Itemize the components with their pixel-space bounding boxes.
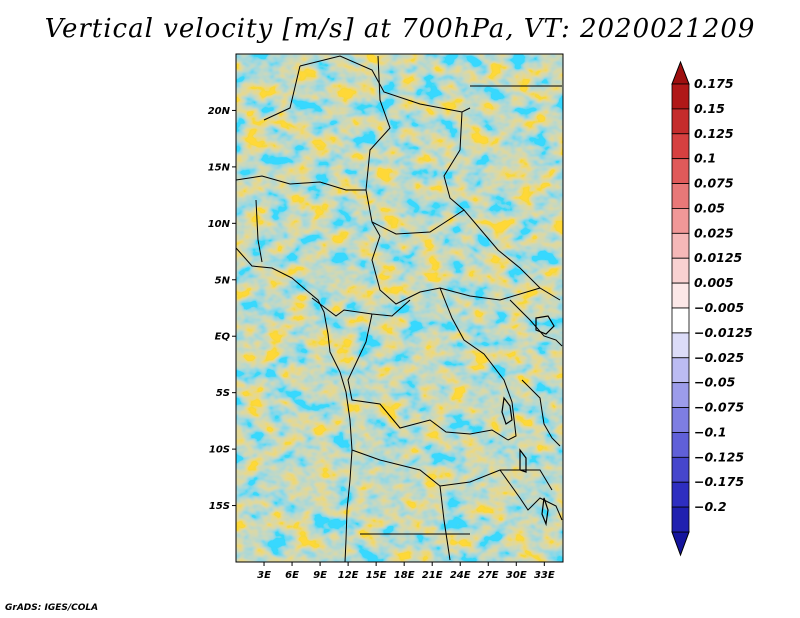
colorbar-top-arrow — [671, 60, 690, 85]
lon-tick-label: 9E — [313, 570, 327, 581]
lat-tick-label: EQ — [215, 332, 231, 343]
colorbar-bottom-arrow — [671, 531, 690, 557]
colorbar-label: 0.005 — [694, 275, 734, 290]
country-borders — [236, 55, 563, 562]
lat-tick-label: 15S — [209, 501, 230, 512]
colorbar-label: −0.125 — [694, 449, 744, 464]
coastline — [236, 247, 353, 562]
colorbar: 0.175 0.15 0.125 0.1 0.075 0.05 0.025 0.0125 0.0… — [671, 60, 753, 557]
lon-tick-label: 21E — [422, 570, 443, 581]
lon-tick-label: 27E — [478, 570, 499, 581]
colorbar-swatch — [671, 133, 690, 160]
colorbar-label: 0.05 — [694, 200, 725, 215]
lon-tick-label: 3E — [257, 570, 271, 581]
latitude-axis: 20N 15N 10N 5N EQ 5S 10S 15S — [208, 106, 236, 512]
colorbar-label: 0.125 — [694, 126, 734, 141]
colorbar-swatch — [671, 432, 690, 458]
colorbar-swatch — [671, 481, 690, 508]
longitude-axis: 3E 6E 9E 12E 15E 18E 21E 24E 27E 30E 33E — [257, 562, 555, 581]
colorbar-swatch — [671, 257, 690, 284]
lat-tick-label: 15N — [208, 162, 231, 173]
colorbar-label: 0.0125 — [694, 250, 743, 265]
colorbar-label: −0.005 — [694, 300, 744, 315]
colorbar-label: 0.175 — [694, 76, 734, 91]
colorbar-swatch — [671, 407, 690, 433]
map-title: Vertical velocity [m/s] at 700hPa, VT: 2… — [44, 14, 756, 44]
colorbar-label: −0.175 — [694, 474, 744, 489]
lakes — [501, 315, 555, 527]
colorbar-label: −0.1 — [694, 424, 727, 439]
colorbar-label: −0.2 — [694, 499, 727, 514]
colorbar-label: 0.075 — [694, 176, 734, 191]
footer-credit: GrADS: IGES/COLA — [5, 603, 99, 613]
lon-tick-label: 30E — [506, 570, 527, 581]
colorbar-swatch — [671, 208, 690, 234]
colorbar-swatch — [671, 232, 690, 259]
lon-tick-label: 24E — [450, 570, 471, 581]
lon-tick-label: 12E — [338, 570, 359, 581]
colorbar-label: −0.0125 — [694, 325, 753, 340]
colorbar-swatch — [671, 456, 690, 483]
colorbar-swatch — [671, 506, 690, 533]
lat-tick-label: 5N — [215, 275, 231, 286]
colorbar-swatch — [671, 108, 690, 135]
colorbar-label: −0.025 — [694, 350, 744, 365]
map-panel: 20N 15N 10N 5N EQ 5S 10S 15S 3E 6E 9E 12E 15E 18E 21E… — [208, 53, 564, 581]
colorbar-swatch — [671, 357, 690, 384]
colorbar-swatch — [671, 83, 690, 110]
colorbar-swatch — [671, 307, 690, 334]
map-frame — [235, 53, 564, 563]
lon-tick-label: 33E — [534, 570, 555, 581]
colorbar-swatch — [671, 183, 690, 209]
colorbar-swatch — [671, 382, 690, 408]
lat-tick-label: 20N — [208, 106, 231, 117]
velocity-field — [236, 54, 563, 562]
colorbar-label: 0.15 — [694, 101, 725, 116]
lat-tick-label: 10N — [208, 219, 231, 230]
colorbar-swatch — [671, 332, 690, 359]
lon-tick-label: 15E — [366, 570, 387, 581]
lat-tick-label: 10S — [209, 445, 230, 456]
colorbar-label: 0.025 — [694, 225, 734, 240]
lat-tick-label: 5S — [216, 388, 230, 399]
lon-tick-label: 6E — [285, 570, 299, 581]
lon-tick-label: 18E — [394, 570, 415, 581]
colorbar-label: −0.075 — [694, 400, 744, 415]
colorbar-swatch — [671, 282, 690, 309]
colorbar-swatch — [671, 158, 690, 184]
colorbar-label: 0.1 — [694, 151, 716, 166]
colorbar-label: −0.05 — [694, 375, 736, 390]
